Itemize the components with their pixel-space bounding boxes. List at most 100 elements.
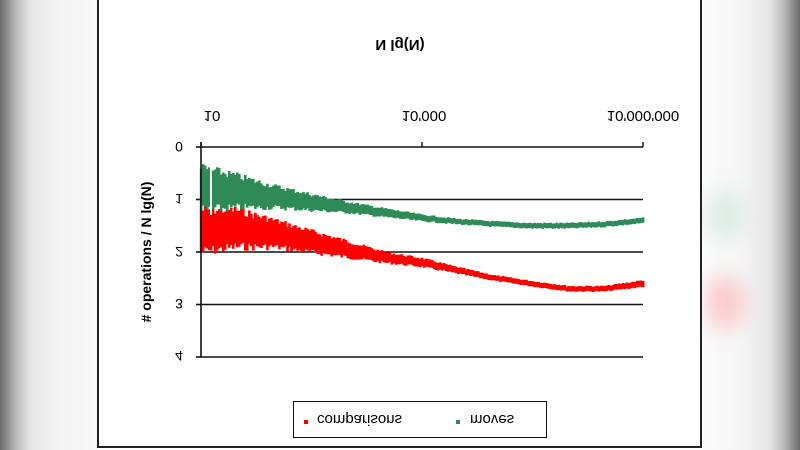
data-band: [501, 276, 504, 282]
data-band: [633, 218, 637, 225]
data-band: [515, 278, 518, 284]
data-band: [549, 222, 552, 229]
data-band: [294, 225, 297, 249]
data-band: [306, 228, 309, 251]
data-band: [422, 214, 426, 222]
data-band: [471, 269, 474, 276]
data-band: [619, 219, 623, 226]
legend: comparisons moves: [293, 401, 547, 438]
data-band: [479, 219, 482, 226]
data-band: [418, 258, 422, 268]
data-band: [495, 275, 498, 281]
data-band: [364, 204, 368, 215]
data-band: [354, 203, 358, 214]
data-band: [505, 276, 508, 283]
data-band: [438, 262, 442, 270]
data-band: [547, 283, 550, 289]
data-band: [270, 217, 273, 245]
data-band: [499, 221, 502, 227]
data-band: [406, 211, 410, 219]
data-band: [352, 244, 356, 260]
data-band: [412, 212, 416, 220]
data-band: [432, 215, 436, 222]
data-band: [509, 277, 512, 283]
data-band: [328, 236, 331, 255]
data-band: [390, 254, 394, 265]
data-band: [491, 220, 494, 227]
data-band: [450, 265, 454, 273]
data-band: [625, 219, 629, 226]
data-band: [314, 232, 317, 253]
data-band: [284, 221, 287, 246]
data-band: [396, 254, 400, 265]
data-band: [336, 237, 340, 255]
data-band: [388, 209, 392, 218]
data-band: [386, 252, 390, 263]
data-band: [481, 272, 484, 279]
data-band: [609, 285, 613, 292]
data-band: [420, 257, 424, 267]
data-band: [288, 188, 291, 208]
data-band: [233, 206, 237, 244]
data-band: [426, 258, 430, 267]
data-band: [450, 218, 454, 224]
data-band: [555, 285, 559, 291]
data-band: [489, 274, 492, 281]
data-band: [575, 223, 579, 229]
data-band: [382, 251, 386, 263]
data-band: [485, 273, 488, 279]
data-band: [374, 207, 378, 217]
data-band: [378, 252, 382, 264]
data-band: [318, 196, 321, 211]
data-band: [525, 223, 528, 229]
data-band: [368, 247, 372, 260]
data-band: [227, 170, 231, 205]
data-band: [219, 174, 223, 211]
legend-label: moves: [470, 411, 515, 428]
data-band: [635, 280, 639, 287]
data-band: [621, 220, 625, 226]
data-band: [231, 211, 235, 249]
data-band: [404, 211, 408, 219]
data-band: [446, 264, 450, 272]
data-band: [629, 219, 633, 225]
data-band: [507, 221, 510, 227]
legend-marker-comparisons: [304, 420, 308, 424]
data-band: [362, 244, 366, 258]
data-band: [272, 185, 275, 207]
data-band: [505, 221, 508, 228]
data-band: [523, 222, 526, 228]
data-band: [201, 210, 205, 253]
data-band: [440, 217, 444, 224]
data-band: [623, 219, 627, 225]
data-band: [260, 183, 263, 209]
data-band: [557, 284, 561, 291]
data-band: [438, 217, 442, 224]
data-band: [388, 252, 392, 263]
data-band: [414, 213, 418, 221]
data-band: [623, 283, 627, 290]
data-band: [519, 223, 522, 229]
data-band: [334, 199, 338, 213]
data-band: [595, 285, 599, 291]
legend-item-moves: moves: [470, 411, 514, 428]
data-band: [392, 253, 396, 264]
series-moves: [199, 164, 645, 229]
data-band: [384, 208, 388, 217]
data-band: [374, 250, 378, 263]
data-band: [276, 219, 279, 245]
data-band: [559, 285, 563, 291]
data-band: [515, 222, 518, 228]
data-band: [531, 223, 534, 229]
data-band: [225, 205, 229, 245]
data-band: [274, 219, 277, 246]
data-band: [641, 280, 645, 288]
data-band: [300, 229, 303, 253]
data-band: [262, 215, 265, 246]
data-band: [442, 263, 446, 271]
gridlines: [196, 146, 643, 358]
data-band: [569, 222, 573, 229]
data-band: [561, 285, 565, 291]
data-band: [599, 285, 603, 291]
data-band: [237, 173, 241, 205]
